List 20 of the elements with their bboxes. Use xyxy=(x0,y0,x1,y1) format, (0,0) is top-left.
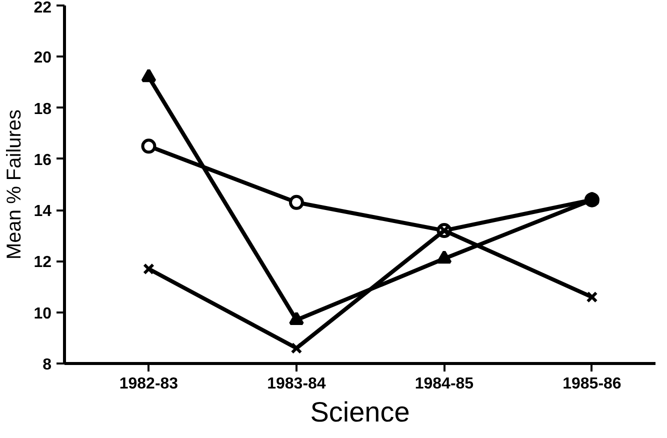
y-tick-label: 8 xyxy=(42,356,52,374)
y-tick-label: 18 xyxy=(34,100,52,118)
y-tick-label: 20 xyxy=(34,50,52,67)
x-tick-label: 1982-83 xyxy=(119,376,178,392)
y-tick-label: 16 xyxy=(34,152,52,169)
point xyxy=(290,342,302,354)
x-tick-label: 1984-85 xyxy=(414,376,474,392)
y-tick-label: 14 xyxy=(34,203,52,220)
point xyxy=(288,194,304,210)
y-tick-label: 12 xyxy=(34,254,52,272)
x-tick-label: 1983-84 xyxy=(267,376,326,392)
point xyxy=(586,291,598,303)
y-tick-label: 22 xyxy=(34,0,52,16)
point xyxy=(141,68,156,82)
y-tick-label: 10 xyxy=(34,305,52,322)
point xyxy=(142,263,154,275)
x-tick-label: 1985-86 xyxy=(562,376,622,392)
y-axis-title: Mean % Failures xyxy=(4,109,26,260)
point xyxy=(141,138,156,154)
x-axis-title: Science xyxy=(310,396,410,428)
